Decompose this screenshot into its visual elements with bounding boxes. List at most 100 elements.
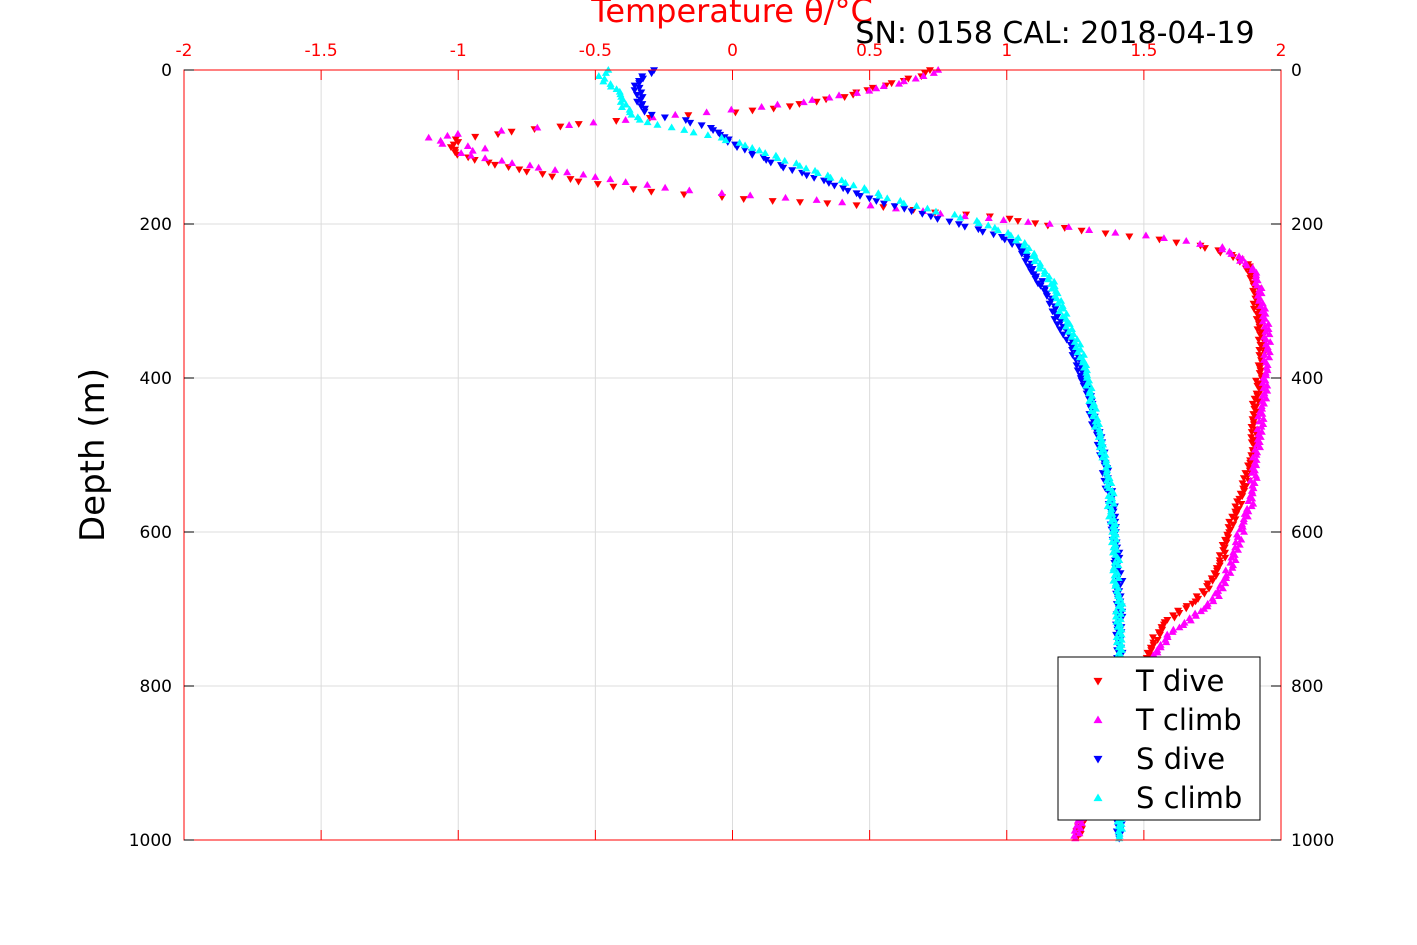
data-point (507, 128, 516, 136)
data-point (1218, 245, 1227, 253)
data-point (1104, 492, 1113, 499)
data-point (868, 84, 877, 92)
x-tick-label: 0 (727, 41, 738, 61)
data-point (960, 223, 969, 231)
data-point (1247, 423, 1256, 431)
data-point (686, 119, 695, 127)
legend-label: S dive (1136, 742, 1225, 776)
data-point (508, 159, 517, 166)
data-point (579, 170, 588, 178)
legend-marker (1093, 755, 1103, 764)
data-point (1218, 584, 1227, 592)
chart-title: Temperature θ/°C (590, 0, 873, 30)
data-point (640, 108, 649, 116)
data-point (1188, 600, 1197, 608)
data-point (880, 200, 889, 208)
data-point (810, 175, 819, 182)
data-point (457, 149, 466, 156)
data-point (1239, 475, 1248, 483)
data-point (1182, 605, 1191, 613)
data-point (926, 213, 935, 221)
data-point (1112, 633, 1121, 641)
data-point (840, 94, 849, 101)
data-point (1265, 353, 1274, 361)
data-point (481, 154, 490, 162)
data-point (1263, 381, 1272, 389)
x-tick-label: -0.5 (579, 41, 612, 61)
data-point (648, 113, 657, 121)
legend-label: S climb (1136, 781, 1242, 815)
data-point (733, 144, 742, 151)
data-point (1062, 309, 1071, 317)
data-point (1255, 417, 1264, 425)
data-point (1225, 518, 1234, 526)
data-point (1257, 289, 1266, 297)
data-point (609, 183, 618, 191)
data-point (1013, 218, 1022, 225)
data-point (808, 96, 817, 103)
data-point (453, 129, 462, 137)
data-point (497, 156, 506, 164)
data-point (548, 173, 557, 181)
data-point (1255, 297, 1264, 304)
data-point (574, 178, 583, 186)
data-point (795, 161, 804, 169)
data-point (1106, 517, 1115, 525)
data-point (1172, 239, 1181, 247)
data-point (538, 171, 547, 178)
data-point (1155, 631, 1164, 639)
y-tick-label-right: 400 (1291, 369, 1323, 389)
data-point (647, 188, 656, 196)
legend-marker (1093, 715, 1103, 724)
data-point (689, 128, 698, 136)
data-point (1055, 307, 1064, 315)
data-point (565, 121, 574, 128)
data-point (1116, 615, 1125, 623)
data-point (1040, 270, 1049, 277)
data-point (533, 123, 542, 131)
data-point (481, 144, 490, 152)
data-point (1073, 348, 1082, 356)
y-axis-label: Depth (m) (73, 368, 113, 542)
data-point (757, 102, 766, 110)
data-point (1258, 317, 1267, 325)
data-point (1237, 535, 1246, 543)
data-point (1045, 220, 1054, 227)
data-point (463, 142, 472, 150)
data-point (684, 112, 693, 120)
data-point (443, 131, 452, 139)
data-point (1101, 230, 1110, 238)
data-point (755, 146, 764, 154)
data-point (1221, 579, 1230, 587)
data-point (1259, 384, 1268, 392)
data-point (933, 216, 942, 223)
data-point (1053, 321, 1062, 329)
data-point (853, 89, 862, 96)
data-point (685, 186, 694, 194)
data-point (879, 82, 888, 89)
data-point (622, 100, 631, 108)
data-point (1170, 614, 1179, 622)
data-point (643, 118, 652, 126)
data-point (1231, 538, 1240, 546)
data-point (883, 194, 892, 202)
data-point (785, 103, 794, 111)
data-point (643, 180, 652, 188)
data-point (606, 82, 615, 90)
data-point (1076, 824, 1085, 832)
series-t-climb (424, 66, 1275, 842)
data-point (1035, 264, 1044, 272)
data-point (1148, 634, 1157, 642)
data-point (1117, 630, 1126, 638)
data-point (1221, 549, 1230, 557)
y-tick-label-left: 600 (140, 523, 172, 543)
data-point (606, 175, 615, 183)
data-point (1240, 528, 1249, 535)
data-point (1250, 395, 1259, 403)
data-point (820, 177, 829, 185)
data-point (1059, 331, 1068, 339)
data-point (616, 98, 625, 105)
data-point (497, 126, 506, 134)
data-point (1175, 623, 1184, 631)
data-point (1103, 502, 1112, 510)
